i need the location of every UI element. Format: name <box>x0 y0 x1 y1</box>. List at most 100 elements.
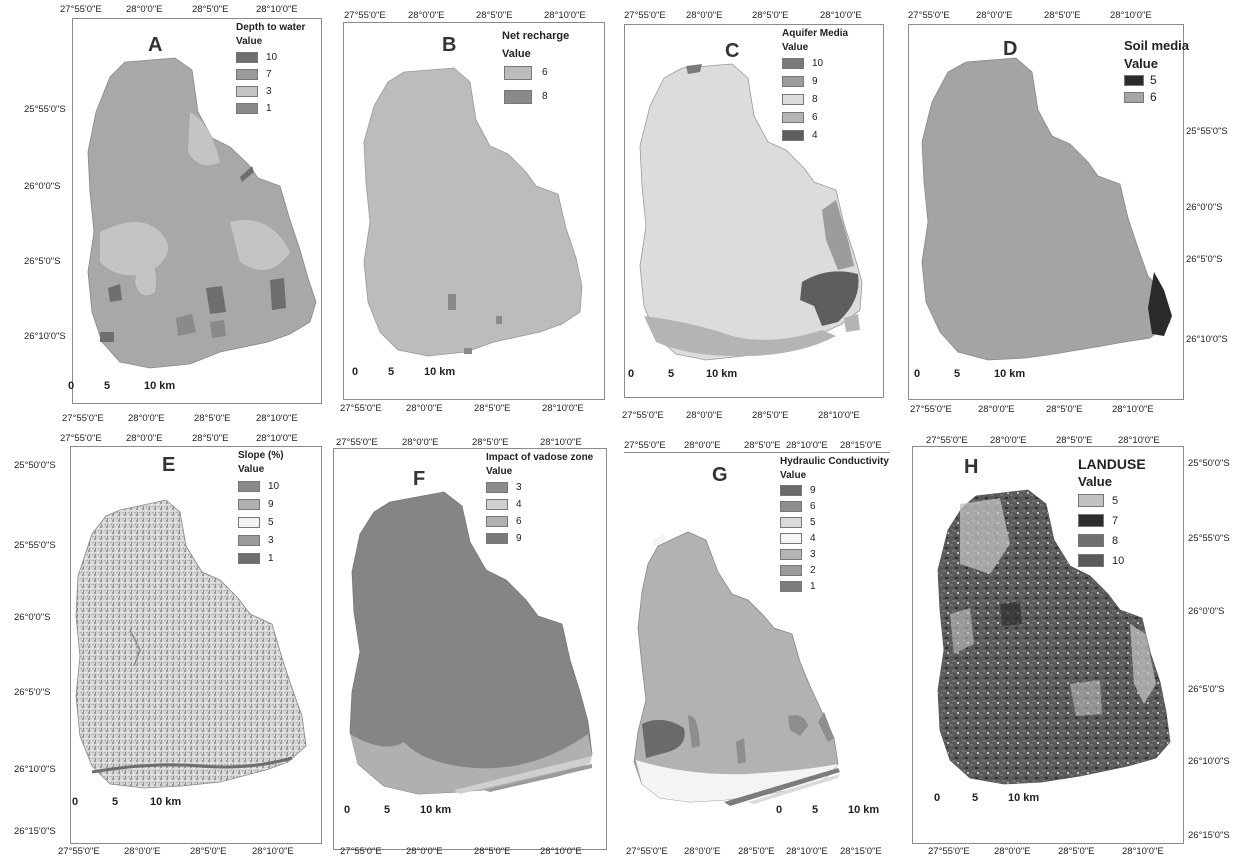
legend-swatch <box>238 517 260 528</box>
scale-label: 10 km <box>420 804 452 816</box>
top-tick: 28°5'0"E <box>744 440 781 451</box>
legend-label: 9 <box>812 76 818 87</box>
bottom-tick: 28°10'0"E <box>256 413 298 424</box>
bottom-tick: 27°55'0"E <box>928 846 970 857</box>
legend-label: 6 <box>812 112 818 123</box>
top-tick: 28°5'0"E <box>472 437 509 448</box>
top-tick: 28°0'0"E <box>126 433 163 444</box>
left-tick: 26°0'0"S <box>24 181 61 192</box>
top-tick: 28°10'0"E <box>256 4 298 15</box>
scale-label: 5 <box>384 804 391 816</box>
study-area-polygon <box>75 499 307 789</box>
top-tick: 28°10'0"E <box>256 433 298 444</box>
legend-swatch <box>486 499 508 510</box>
legend-swatch <box>236 52 258 63</box>
left-tick: 26°5'0"S <box>14 687 51 698</box>
legend-label: 3 <box>266 86 272 97</box>
study-area-polygon <box>87 57 317 369</box>
top-tick: 28°0'0"E <box>684 440 721 451</box>
bottom-tick: 28°0'0"E <box>124 846 161 857</box>
legend-swatch <box>780 533 802 544</box>
left-tick: 26°5'0"S <box>24 256 61 267</box>
legend-title: Net recharge <box>502 30 570 42</box>
top-tick: 28°10'0"E <box>786 440 828 451</box>
study-area-map <box>633 531 840 806</box>
study-area-map <box>921 57 1172 361</box>
map-frame <box>72 18 322 404</box>
legend-swatch <box>238 481 260 492</box>
right-tick: 26°15'0"S <box>1188 830 1230 841</box>
bottom-tick: 28°0'0"E <box>406 846 443 857</box>
top-tick: 27°55'0"E <box>60 433 102 444</box>
scale-label: 5 <box>972 792 979 804</box>
panel-label: E <box>162 454 176 476</box>
top-tick: 28°10'0"E <box>540 437 582 448</box>
top-tick: 28°10'0"E <box>1110 10 1152 21</box>
legend-value-label: Value <box>236 36 263 47</box>
scale-label: 5 <box>388 366 395 378</box>
left-tick: 25°55'0"S <box>14 540 56 551</box>
legend-swatch <box>780 501 802 512</box>
scale-label: 5 <box>104 380 111 392</box>
left-tick: 26°10'0"S <box>24 331 66 342</box>
bottom-tick: 28°5'0"E <box>1046 404 1083 415</box>
scale-label: 0 <box>68 380 75 392</box>
bottom-tick: 28°10'0"E <box>542 403 584 414</box>
map-frame <box>624 24 884 398</box>
scale-label: 0 <box>72 796 79 808</box>
bottom-tick: 28°15'0"E <box>840 846 882 857</box>
right-tick: 25°55'0"S <box>1186 126 1228 137</box>
legend-swatch <box>238 499 260 510</box>
legend-label: 7 <box>1112 515 1119 527</box>
legend-swatch <box>782 76 804 87</box>
legend-label: 10 <box>1112 555 1125 567</box>
top-tick: 28°15'0"E <box>840 440 882 451</box>
map-frame <box>70 446 322 844</box>
bottom-tick: 28°5'0"E <box>474 403 511 414</box>
legend-swatch <box>780 549 802 560</box>
legend-value-label: Value <box>238 464 265 475</box>
legend-swatch <box>782 94 804 105</box>
panel-label: C <box>725 40 740 62</box>
legend-label: 10 <box>812 58 824 69</box>
top-tick: 28°0'0"E <box>408 10 445 21</box>
map-frame <box>343 22 605 400</box>
study-area-map <box>349 491 593 795</box>
bottom-tick: 28°0'0"E <box>684 846 721 857</box>
legend-value-label: Value <box>782 42 809 53</box>
top-tick: 28°10'0"E <box>820 10 862 21</box>
scale-label: 0 <box>934 792 941 804</box>
top-tick: 27°55'0"E <box>926 435 968 446</box>
legend-swatch <box>1124 75 1144 86</box>
legend-swatch <box>238 553 260 564</box>
legend-label: 6 <box>810 501 816 512</box>
legend-swatch <box>1078 534 1104 547</box>
bottom-tick: 27°55'0"E <box>626 846 668 857</box>
legend-swatch <box>238 535 260 546</box>
legend-label: 3 <box>268 535 274 546</box>
legend-swatch <box>780 517 802 528</box>
top-tick: 28°5'0"E <box>1056 435 1093 446</box>
bottom-tick: 27°55'0"E <box>62 413 104 424</box>
bottom-tick: 28°5'0"E <box>190 846 227 857</box>
bottom-tick: 28°10'0"E <box>786 846 828 857</box>
legend-swatch <box>504 90 532 104</box>
legend-label: 4 <box>810 533 816 544</box>
legend-swatch <box>486 533 508 544</box>
bottom-tick: 27°55'0"E <box>58 846 100 857</box>
study-area-map <box>639 63 863 361</box>
legend-swatch <box>236 69 258 80</box>
scale-label: 10 km <box>424 366 456 378</box>
legend-label: 9 <box>810 485 816 496</box>
right-tick: 26°0'0"S <box>1186 202 1223 213</box>
legend-label: 8 <box>1112 535 1119 547</box>
panel-label: H <box>964 456 979 478</box>
legend-swatch <box>782 112 804 123</box>
top-tick: 27°55'0"E <box>336 437 378 448</box>
legend-swatch <box>782 58 804 69</box>
legend-label: 5 <box>810 517 816 528</box>
legend-label: 8 <box>542 91 548 102</box>
top-tick: 28°10'0"E <box>1118 435 1160 446</box>
legend-label: 6 <box>516 516 522 527</box>
legend-title: Hydraulic Conductivity <box>780 456 889 467</box>
